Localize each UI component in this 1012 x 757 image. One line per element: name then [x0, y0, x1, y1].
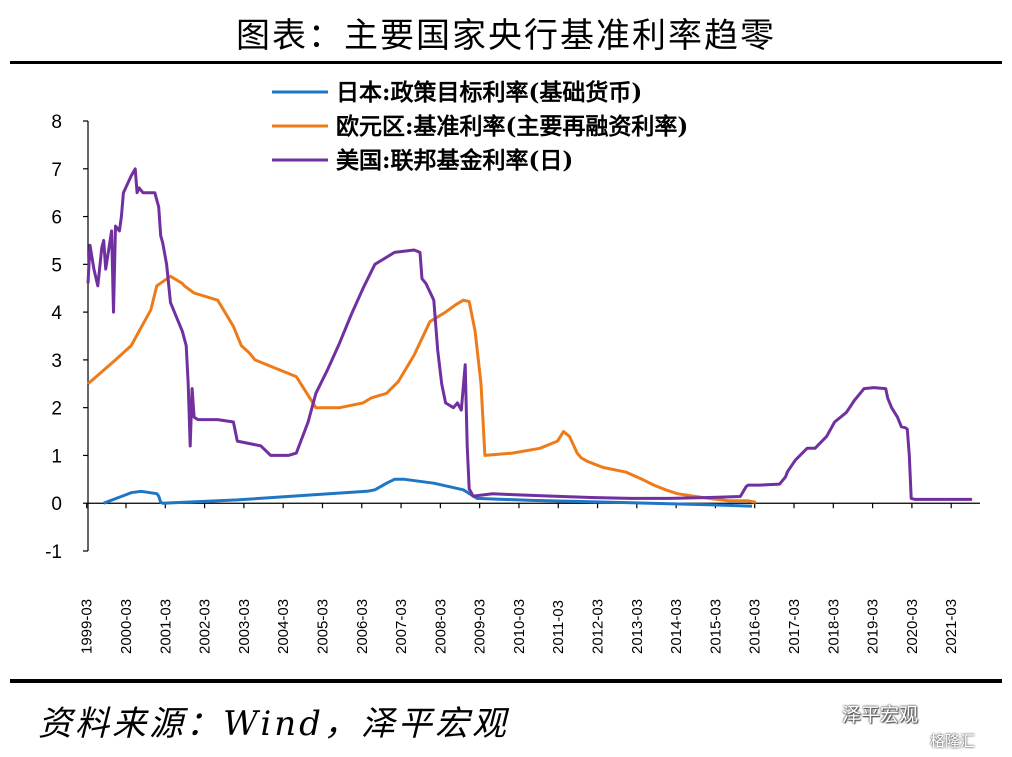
- x-tick-label: 2020-03: [904, 599, 921, 654]
- top-rule: [10, 61, 1002, 64]
- x-tick-label: 2012-03: [590, 599, 607, 654]
- y-tick-label: 5: [51, 255, 62, 276]
- y-tick-label: 1: [51, 446, 62, 467]
- line-chart: -1 0 1 2 3 4 5 6 7 8 1999-03 2000-03 2001-03 2002-03 2…: [45, 79, 980, 654]
- y-tick-label: 6: [51, 208, 62, 229]
- legend-label-2: 欧元区:基准利率(主要再融资利率): [336, 113, 688, 140]
- series-line-1: [103, 477, 753, 508]
- x-tick-label: 2008-03: [432, 599, 449, 654]
- series-line-2: [87, 274, 757, 504]
- x-tick-label: 1999-03: [79, 599, 96, 654]
- x-tick-label: 2013-03: [629, 599, 646, 654]
- y-tick-label: 3: [51, 351, 62, 372]
- legend-label-1: 日本:政策目标利率(基础货币): [336, 79, 642, 106]
- x-tick-label: 2016-03: [747, 599, 764, 654]
- y-tick-label: 7: [51, 160, 62, 181]
- x-tick-label: 2005-03: [314, 599, 331, 654]
- source-note: 资料来源：Wind，泽平宏观: [38, 704, 509, 744]
- y-tick-label: 2: [51, 399, 62, 420]
- x-tick-label: 2003-03: [236, 599, 253, 654]
- x-tick-label: 2000-03: [118, 599, 135, 654]
- watermark-sub: 格隆汇: [930, 732, 976, 750]
- x-tick-label: 2001-03: [157, 599, 174, 654]
- y-tick-label: 0: [51, 494, 62, 515]
- x-tick-label: 2021-03: [943, 599, 960, 654]
- x-tick-label: 2011-03: [550, 600, 567, 654]
- bottom-rule: [10, 679, 1002, 683]
- x-tick-label: 2009-03: [472, 599, 489, 654]
- watermark-main: 泽平宏观: [842, 704, 919, 726]
- chart-title: 图表：主要国家央行基准利率趋零: [236, 16, 776, 56]
- y-tick-label: 8: [51, 112, 62, 133]
- x-tick-label: 2018-03: [825, 599, 842, 654]
- x-tick-label: 2007-03: [393, 599, 410, 654]
- x-tick-label: 2019-03: [865, 599, 882, 654]
- y-tick-label: 4: [51, 303, 62, 324]
- x-tick-label: 2006-03: [354, 599, 371, 654]
- x-tick-label: 2002-03: [197, 599, 214, 654]
- x-tick-label: 2015-03: [707, 599, 724, 654]
- x-tick-label: 2014-03: [668, 599, 685, 654]
- x-tick-label: 2004-03: [275, 599, 292, 654]
- series-line-3: [86, 167, 973, 501]
- legend-label-3: 美国:联邦基金利率(日): [336, 147, 573, 174]
- x-tick-label: 2010-03: [511, 599, 528, 654]
- y-tick-label: -1: [45, 542, 62, 563]
- x-tick-label: 2017-03: [786, 599, 803, 654]
